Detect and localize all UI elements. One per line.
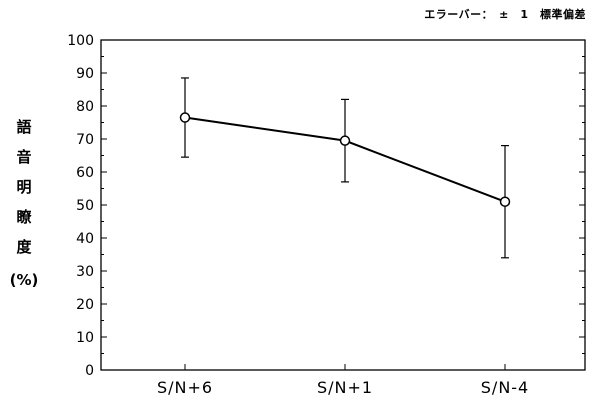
data-point <box>179 112 191 123</box>
y-tick-label: 60 <box>76 165 94 181</box>
x-tick-label: S/N+6 <box>157 378 213 397</box>
y-tick-label: 30 <box>76 264 94 280</box>
y-tick-label: 20 <box>76 297 94 313</box>
y-axis-label-char: 音 <box>16 148 32 166</box>
data-point <box>339 135 351 146</box>
y-axis-label-char: 度 <box>16 238 32 256</box>
y-axis-unit: (%) <box>9 271 39 289</box>
x-tick-label: S/N-4 <box>481 378 529 397</box>
y-axis-label-char: 明 <box>16 178 32 196</box>
y-tick-label: 40 <box>76 231 94 247</box>
y-tick-label: 80 <box>76 99 94 115</box>
y-tick-label: 90 <box>76 66 94 82</box>
y-tick-label: 0 <box>85 363 94 379</box>
y-tick-label: 70 <box>76 132 94 148</box>
x-tick-label: S/N+1 <box>317 378 373 397</box>
y-tick-label: 10 <box>76 330 94 346</box>
error-bar-note: エラーバー： ± 1 標準偏差 <box>424 8 586 21</box>
y-axis-label-char: 語 <box>16 118 32 136</box>
y-axis-label: 語 音 明 瞭 度 <box>6 112 42 262</box>
data-point <box>499 196 511 207</box>
y-tick-label: 50 <box>76 198 94 214</box>
y-axis-label-char: 瞭 <box>16 208 32 226</box>
y-tick-label: 100 <box>67 33 94 49</box>
plot-frame <box>100 39 586 371</box>
